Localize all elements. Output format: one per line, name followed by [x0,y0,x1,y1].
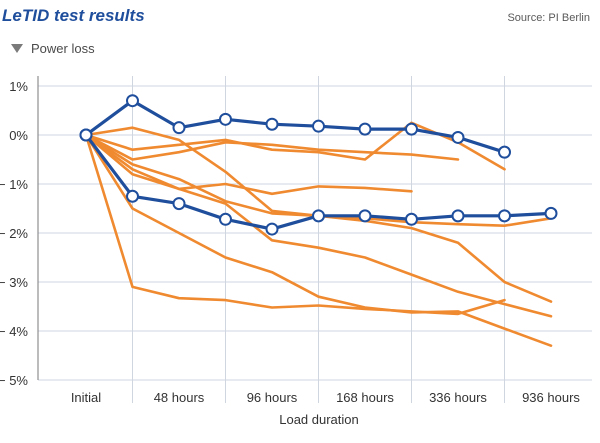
y-tick-label: − 4% [0,324,28,339]
y-tick-label: − 1% [0,177,28,192]
data-point [126,94,139,108]
data-point [358,122,372,136]
series-line [84,133,553,348]
x-tick-label: Initial [71,390,101,405]
data-point [498,209,511,223]
x-axis-title: Load duration [279,412,359,427]
x-tick-label: 936 hours [522,390,580,405]
y-tick-label: − 3% [0,275,28,290]
data-point [219,112,232,126]
series-line-highlight [84,99,507,154]
y-tick-label: 0% [9,128,28,143]
data-point [405,122,418,136]
data-point [451,209,465,223]
series-markers [79,94,558,236]
down-triangle-icon [11,44,23,53]
data-point [265,222,279,236]
y-tick-label: − 2% [0,226,28,241]
series-line [84,133,553,318]
y-axis-label: Power loss [31,41,95,56]
data-point [219,212,232,226]
axes: 1% 0% − 1% − 2% − 3% − 4% − 5% Initial 48 hours 9… [0,76,580,405]
data-point [358,209,372,223]
data-point [451,130,465,144]
x-tick-label: 336 hours [429,390,487,405]
series-line [84,133,460,161]
x-tick-label: 48 hours [154,390,205,405]
data-point [172,197,186,211]
data-point [312,209,325,223]
data-point [312,119,325,133]
data-point [265,117,279,131]
chart-source: Source: PI Berlin [507,12,590,24]
x-tick-label: 96 hours [247,390,298,405]
data-point [405,212,418,226]
data-point [498,145,511,159]
chart-title: LeTID test results [2,6,145,25]
series-line [84,133,413,196]
y-tick-label: − 5% [0,373,28,388]
data-point [544,206,558,220]
data-point [126,189,139,203]
data-point [79,128,93,142]
y-tick-label: 1% [9,79,28,94]
x-tick-label: 168 hours [336,390,394,405]
data-point [172,121,186,135]
